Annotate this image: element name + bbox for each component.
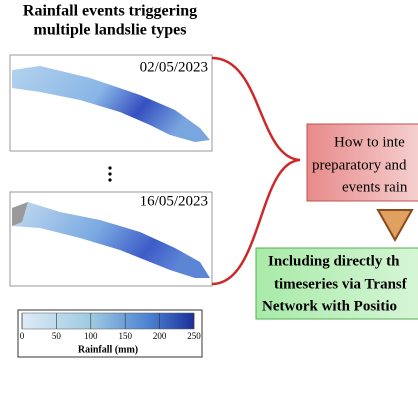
map-nodata — [12, 202, 28, 226]
colorbar-label: Rainfall (mm) — [78, 344, 138, 355]
colorbar — [21, 312, 195, 330]
colorbar-tick-label: 0 — [20, 331, 25, 341]
map-date: 16/05/2023 — [140, 193, 208, 209]
question-line: preparatory and — [312, 157, 407, 173]
brace — [211, 56, 301, 286]
colorbar-tick-label: 100 — [84, 331, 98, 341]
colorbar-tick-label: 200 — [153, 331, 167, 341]
rainfall-map — [12, 202, 210, 278]
map-date: 02/05/2023 — [140, 59, 208, 75]
title-line: multiple landslie types — [34, 22, 187, 39]
answer-line: timeseries via Transf — [274, 276, 408, 292]
question-line: How to inte — [334, 134, 405, 150]
colorbar-tick-label: 50 — [52, 331, 62, 341]
ellipsis-dots — [108, 166, 112, 182]
question-box — [306, 123, 418, 202]
colorbar-tick-label: 150 — [118, 331, 132, 341]
title-line: Rainfall events triggering — [23, 3, 197, 20]
arrow-down — [376, 209, 414, 243]
rainfall-map — [12, 66, 210, 142]
colorbar-tick-label: 250 — [187, 331, 201, 341]
answer-line: Network with Positio — [262, 298, 397, 314]
answer-box — [255, 247, 418, 320]
answer-line: Including directly th — [268, 253, 400, 269]
question-line: events rain — [342, 179, 408, 195]
